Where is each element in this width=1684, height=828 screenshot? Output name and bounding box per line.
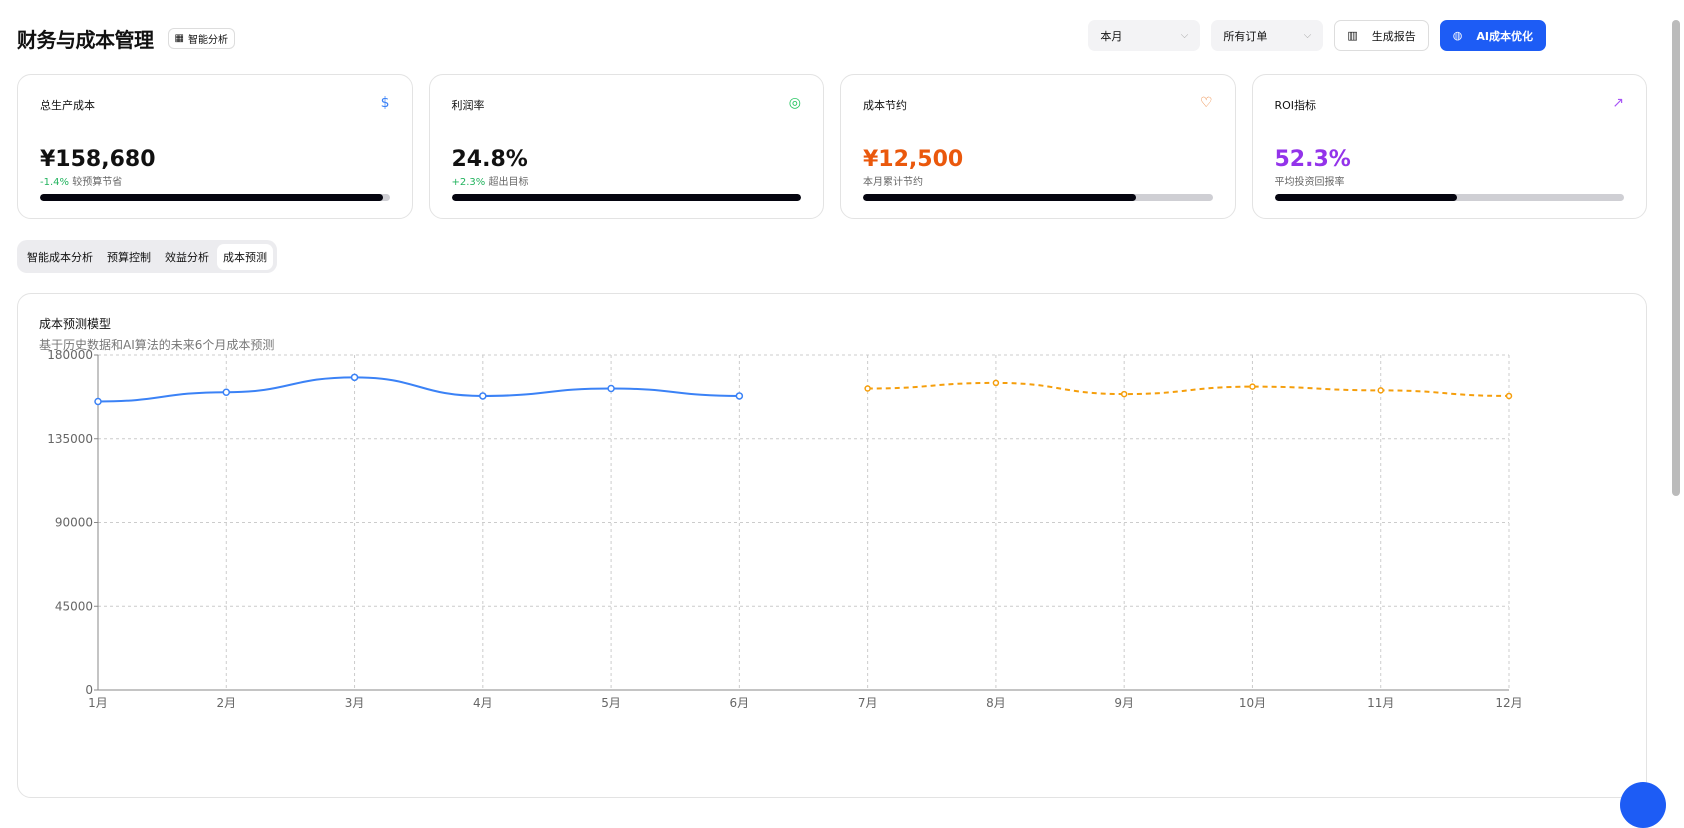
forecast-chart: 0 45000 90000 135000 180000 1月 2月 3月 4月 5月 6月 7月 8月 9… bbox=[47, 348, 1522, 710]
kpi-value: 52.3% bbox=[1274, 147, 1351, 172]
period-select[interactable]: 本月 ⌵ bbox=[1088, 20, 1201, 51]
kpi-card: 成本节约 ♡ ¥12,500 本月累计节约 bbox=[840, 74, 1236, 219]
scrollbar[interactable] bbox=[1672, 20, 1680, 496]
forecast-panel: 成本预测模型 基于历史数据和AI算法的未来6个月成本预测 0 45000 90000… bbox=[17, 293, 1647, 798]
y-tick-label: 45000 bbox=[55, 599, 93, 613]
chevron-down-icon: ⌵ bbox=[1303, 30, 1312, 41]
kpi-progress bbox=[863, 194, 1213, 201]
kpi-label: 总生产成本 bbox=[40, 99, 95, 112]
calculator-icon: ▦ bbox=[174, 32, 184, 44]
kpi-value: ¥158,680 bbox=[40, 147, 156, 172]
kpi-label: 利润率 bbox=[451, 99, 485, 112]
x-tick-label: 9月 bbox=[1114, 696, 1134, 710]
target-icon: ◎ bbox=[788, 95, 801, 111]
dollar-icon: $ bbox=[380, 95, 390, 111]
data-point bbox=[607, 384, 615, 393]
kpi-note: -1.4% 较预算节省 bbox=[40, 177, 123, 188]
kpi-value: ¥12,500 bbox=[863, 147, 964, 172]
trending-up-icon: ↗ bbox=[1612, 95, 1624, 111]
orders-select[interactable]: 所有订单 ⌵ bbox=[1211, 20, 1324, 51]
kpi-note: 本月累计节约 bbox=[863, 177, 923, 188]
x-tick-label: 3月 bbox=[345, 696, 365, 710]
kpi-card: 总生产成本 $ ¥158,680 -1.4% 较预算节省 bbox=[17, 74, 413, 219]
smart-analysis-badge: ▦ 智能分析 bbox=[167, 27, 235, 49]
y-tick-label: 0 bbox=[85, 683, 93, 697]
kpi-note: +2.3% 超出目标 bbox=[451, 177, 529, 188]
tab-3[interactable]: 成本预测 bbox=[217, 243, 273, 270]
kpi-progress bbox=[451, 194, 801, 201]
x-tick-label: 8月 bbox=[986, 696, 1006, 710]
series-line-历史 bbox=[97, 376, 740, 403]
x-tick-label: 4月 bbox=[473, 696, 493, 710]
kpi-cards: 总生产成本 $ ¥158,680 -1.4% 较预算节省 利润率 ◎ 24.8%… bbox=[17, 74, 1647, 219]
data-point bbox=[735, 392, 744, 400]
data-point bbox=[479, 392, 487, 400]
data-point bbox=[992, 379, 1000, 387]
series-line-预测 bbox=[867, 381, 1510, 397]
x-tick-label: 1月 bbox=[88, 696, 108, 710]
header-actions: 本月 ⌵ 所有订单 ⌵ ▥ 生成报告 ◍ AI成本优化 bbox=[1088, 20, 1546, 51]
y-tick-label: 135000 bbox=[47, 432, 93, 446]
tab-2[interactable]: 效益分析 bbox=[165, 250, 209, 264]
y-tick-label: 180000 bbox=[47, 348, 93, 362]
bar-chart-icon: ▥ bbox=[1347, 29, 1358, 42]
kpi-progress bbox=[40, 194, 390, 201]
kpi-progress bbox=[1274, 194, 1624, 201]
x-tick-label: 5月 bbox=[601, 696, 621, 710]
data-point bbox=[222, 388, 231, 396]
data-point bbox=[1120, 390, 1128, 398]
data-point bbox=[864, 385, 871, 392]
page-title: 财务与成本管理 bbox=[17, 27, 154, 52]
tab-0[interactable]: 智能成本分析 bbox=[27, 250, 93, 264]
tab-1[interactable]: 预算控制 bbox=[107, 250, 151, 264]
tab-bar: 智能成本分析 预算控制 效益分析 成本预测 bbox=[17, 240, 277, 273]
ai-optimize-button[interactable]: ◍ AI成本优化 bbox=[1439, 20, 1546, 51]
x-tick-label: 12月 bbox=[1495, 696, 1522, 710]
data-point bbox=[1249, 383, 1256, 390]
kpi-value: 24.8% bbox=[451, 147, 528, 172]
x-tick-label: 11月 bbox=[1367, 696, 1394, 710]
data-point bbox=[1377, 387, 1384, 394]
data-point bbox=[94, 397, 102, 406]
brain-icon: ◍ bbox=[1452, 29, 1463, 42]
kpi-note: 平均投资回报率 bbox=[1274, 177, 1345, 188]
data-point bbox=[350, 373, 359, 382]
data-point bbox=[1505, 392, 1513, 400]
kpi-card: ROI指标 ↗ 52.3% 平均投资回报率 bbox=[1251, 74, 1647, 219]
panel-title: 成本预测模型 bbox=[39, 317, 112, 331]
y-tick-label: 90000 bbox=[55, 516, 93, 530]
generate-report-button[interactable]: ▥ 生成报告 bbox=[1334, 20, 1429, 51]
floating-action-button[interactable] bbox=[1620, 782, 1666, 828]
kpi-label: ROI指标 bbox=[1274, 99, 1317, 112]
x-tick-label: 7月 bbox=[858, 696, 878, 710]
piggy-bank-icon: ♡ bbox=[1199, 95, 1213, 111]
x-tick-label: 2月 bbox=[216, 696, 236, 710]
page-header: 财务与成本管理 ▦ 智能分析 bbox=[17, 20, 1564, 56]
kpi-card: 利润率 ◎ 24.8% +2.3% 超出目标 bbox=[428, 74, 824, 219]
panel-subtitle: 基于历史数据和AI算法的未来6个月成本预测 bbox=[39, 338, 275, 352]
kpi-label: 成本节约 bbox=[863, 99, 907, 112]
x-tick-label: 10月 bbox=[1239, 696, 1266, 710]
x-tick-label: 6月 bbox=[730, 696, 750, 710]
chevron-down-icon: ⌵ bbox=[1180, 30, 1189, 41]
